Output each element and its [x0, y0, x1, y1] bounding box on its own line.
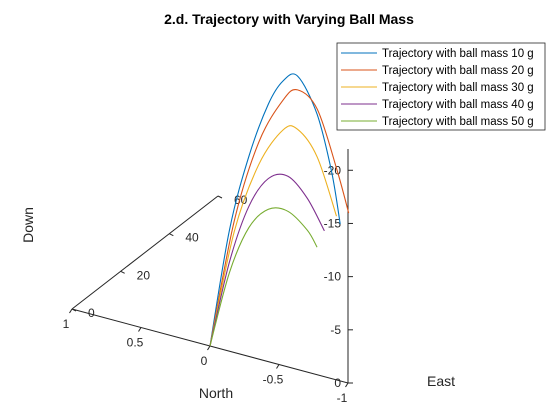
east-tick-label: 0	[88, 306, 95, 320]
series-layer	[209, 73, 350, 347]
z-axis-title: Down	[20, 207, 36, 243]
north-tick	[207, 345, 211, 351]
legend-entries: Trajectory with ball mass 10 g Trajectory…	[341, 48, 534, 128]
north-tick-label: 0	[201, 354, 208, 368]
series-line-3	[209, 125, 338, 347]
north-tick	[138, 327, 142, 332]
north-tick	[276, 364, 280, 369]
y-axis-title: East	[427, 373, 455, 389]
legend-label-2: Trajectory with ball mass 20 g	[382, 65, 534, 77]
north-tick-label: -1	[337, 391, 348, 405]
down-tick-label: 0	[334, 376, 341, 390]
east-tick	[71, 308, 77, 312]
north-tick	[345, 382, 349, 388]
east-tick	[120, 270, 125, 274]
series-line-2	[209, 89, 350, 347]
east-tick	[217, 195, 223, 199]
east-tick-label: 20	[137, 268, 151, 282]
east-axis-line	[71, 195, 219, 310]
east-tick	[169, 233, 174, 237]
legend-label-4: Trajectory with ball mass 40 g	[382, 99, 534, 111]
north-tick-label: 0.5	[127, 336, 144, 350]
down-tick-label: -10	[324, 270, 342, 284]
legend-label-5: Trajectory with ball mass 50 g	[382, 116, 534, 128]
series-line-1	[209, 73, 341, 347]
series-line-4	[209, 173, 325, 347]
east-tick-label: 40	[185, 231, 199, 245]
north-tick	[69, 308, 73, 314]
series-line-5	[209, 207, 318, 347]
chart-title: 2.d. Trajectory with Varying Ball Mass	[164, 11, 414, 27]
north-tick-label: 1	[63, 317, 70, 331]
down-tick-label: -5	[330, 323, 341, 337]
legend-label-1: Trajectory with ball mass 10 g	[382, 48, 534, 60]
legend: Trajectory with ball mass 10 g Trajectory…	[336, 42, 546, 131]
down-tick-label: -20	[324, 163, 342, 177]
x-axis-title: North	[199, 385, 233, 401]
down-tick-label: -15	[324, 216, 342, 230]
north-tick-label: -0.5	[263, 373, 284, 387]
legend-label-3: Trajectory with ball mass 30 g	[382, 82, 534, 94]
